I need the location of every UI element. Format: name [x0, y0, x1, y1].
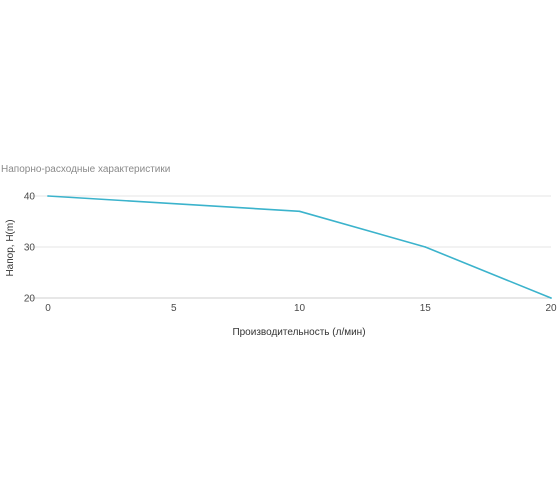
data-point-0-1 — [298, 210, 301, 213]
y-tick-label-20: 20 — [24, 294, 36, 305]
series-line-0 — [47, 195, 552, 299]
y-tick-label-40: 40 — [24, 192, 36, 203]
x-tick-label-0: 0 — [45, 303, 51, 314]
data-point-0-0 — [47, 195, 49, 197]
data-point-0-2 — [424, 246, 427, 248]
x-tick-label-15: 15 — [420, 303, 432, 314]
y-tick-label-30: 30 — [24, 243, 36, 254]
gridlines — [28, 195, 551, 248]
x-tick-labels: 0 5 10 15 20 — [45, 303, 557, 314]
x-tick-label-5: 5 — [171, 303, 177, 314]
y-tick-labels: 20 30 40 — [24, 192, 36, 305]
y-axis-label: Напор, H(m) — [5, 219, 16, 276]
x-tick-label-20: 20 — [545, 303, 557, 314]
x-axis-label: Производительность (л/мин) — [232, 327, 365, 338]
data-point-0-3 — [550, 297, 552, 299]
x-tick-label-10: 10 — [294, 303, 306, 314]
series-layer — [47, 195, 552, 299]
chart-title: Напорно-расходные характеристики — [1, 164, 171, 175]
